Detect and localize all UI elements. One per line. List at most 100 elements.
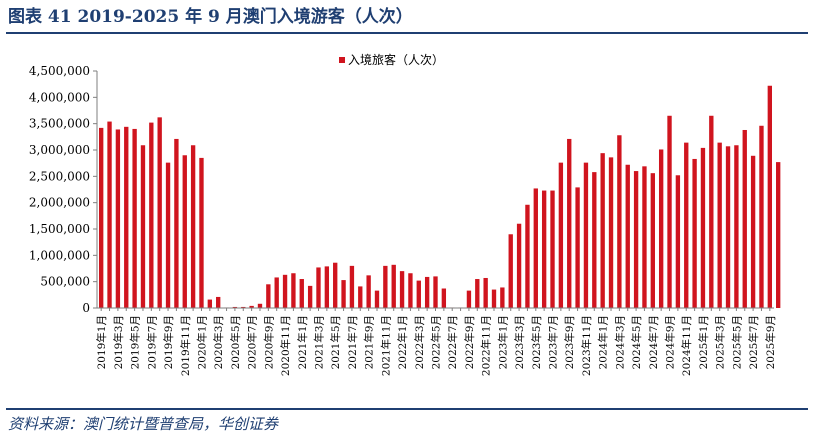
y-tick-label: 4,500,000 — [29, 64, 90, 78]
y-tick-label: 3,500,000 — [29, 117, 90, 131]
bar — [383, 265, 388, 308]
y-tick-label: 2,000,000 — [29, 196, 90, 210]
x-tick-label: 2025年5月 — [730, 315, 743, 369]
x-tick-label: 2021年9月 — [363, 315, 376, 369]
x-tick-label: 2020年5月 — [229, 315, 242, 369]
bar — [709, 115, 714, 309]
bar — [99, 127, 104, 308]
bar — [257, 303, 263, 308]
title-rule — [6, 32, 808, 34]
x-tick-label: 2019年7月 — [145, 315, 158, 369]
x-tick-label: 2022年3月 — [413, 315, 426, 369]
bar — [316, 267, 321, 308]
x-tick-label: 2019年5月 — [129, 315, 142, 369]
bar — [249, 305, 254, 308]
bar — [483, 277, 488, 308]
bar — [366, 275, 371, 308]
bar — [759, 125, 764, 309]
x-tick-label: 2025年1月 — [697, 315, 710, 369]
bar — [199, 157, 204, 308]
x-tick-label: 2025年3月 — [714, 315, 727, 369]
bar — [650, 173, 655, 308]
bar — [684, 142, 689, 308]
bar — [358, 286, 363, 308]
bar — [408, 273, 413, 308]
x-tick-label: 2019年11月 — [179, 315, 192, 376]
bar — [391, 264, 396, 308]
bar — [475, 279, 480, 308]
bar — [424, 276, 430, 308]
bar — [324, 266, 330, 308]
bar — [182, 155, 187, 308]
y-tick-label: 3,000,000 — [29, 143, 90, 157]
bar — [241, 306, 246, 308]
bar — [625, 164, 630, 308]
bar — [274, 277, 279, 308]
x-tick-label: 2022年1月 — [396, 315, 409, 369]
bar — [600, 153, 605, 308]
x-tick-label: 2021年1月 — [296, 315, 309, 369]
x-tick-label: 2019年9月 — [162, 315, 175, 369]
bar — [533, 188, 538, 308]
bar — [165, 162, 171, 308]
bar — [307, 285, 313, 308]
bar — [232, 306, 238, 308]
x-tick-label: 2023年3月 — [513, 315, 526, 369]
y-axis: 0 500,000 1,000,000 1,500,000 2,000,000 2,500… — [29, 64, 98, 315]
bar — [349, 265, 355, 308]
x-tick-label: 2022年11月 — [480, 315, 493, 376]
bar — [700, 147, 706, 308]
x-tick-label: 2021年5月 — [329, 315, 342, 369]
x-tick-label: 2022年9月 — [463, 315, 476, 369]
bar — [157, 117, 162, 308]
bar — [617, 135, 622, 308]
x-tick-label: 2024年9月 — [664, 315, 677, 369]
x-tick-label: 2022年7月 — [446, 315, 459, 369]
bar — [734, 145, 739, 308]
x-tick-label: 2020年1月 — [195, 315, 208, 369]
x-tick-label: 2021年3月 — [312, 315, 325, 369]
bar — [107, 121, 112, 308]
bar-chart: 入境旅客（人次） 0 500,000 1,000,000 1,500,000 2,000… — [29, 52, 781, 376]
bar — [216, 296, 221, 308]
x-tick-label: 2019年3月 — [112, 315, 125, 369]
bar — [633, 171, 639, 308]
x-tick-label: 2020年9月 — [262, 315, 275, 369]
bar — [491, 289, 497, 308]
x-tick-label: 2020年11月 — [279, 315, 292, 376]
bar — [124, 126, 129, 308]
bar — [675, 175, 681, 308]
x-tick-label: 2024年11月 — [680, 315, 693, 376]
bar — [558, 162, 564, 308]
bar — [592, 172, 597, 308]
y-tick-label: 1,000,000 — [29, 248, 90, 262]
x-tick-label: 2021年7月 — [346, 315, 359, 369]
bar — [266, 284, 271, 308]
y-tick-label: 0 — [82, 301, 90, 315]
x-tick-label: 2024年3月 — [613, 315, 626, 369]
bar — [692, 158, 697, 308]
bar — [140, 145, 146, 308]
x-tick-label: 2020年3月 — [212, 315, 225, 369]
bar — [341, 280, 346, 308]
x-tick-label: 2023年11月 — [580, 315, 593, 376]
bar — [776, 162, 781, 308]
bar — [516, 223, 522, 308]
chart-title: 图表 41 2019-2025 年 9 月澳门入境游客（人次） — [8, 7, 413, 27]
bar — [667, 115, 672, 309]
x-tick-label: 2025年7月 — [747, 315, 760, 369]
bar — [525, 204, 530, 308]
bar — [508, 234, 513, 308]
x-tick-label: 2024年1月 — [597, 315, 610, 369]
x-tick-label: 2024年7月 — [647, 315, 660, 369]
x-tick-label: 2025年9月 — [764, 315, 777, 369]
bar — [583, 162, 589, 308]
bar — [466, 290, 472, 308]
x-tick-label: 2024年5月 — [630, 315, 643, 369]
bar — [767, 85, 772, 308]
bar — [541, 190, 547, 308]
x-tick-label: 2023年1月 — [496, 315, 509, 369]
bar — [333, 262, 338, 308]
bar — [750, 155, 756, 308]
bar — [642, 166, 647, 308]
